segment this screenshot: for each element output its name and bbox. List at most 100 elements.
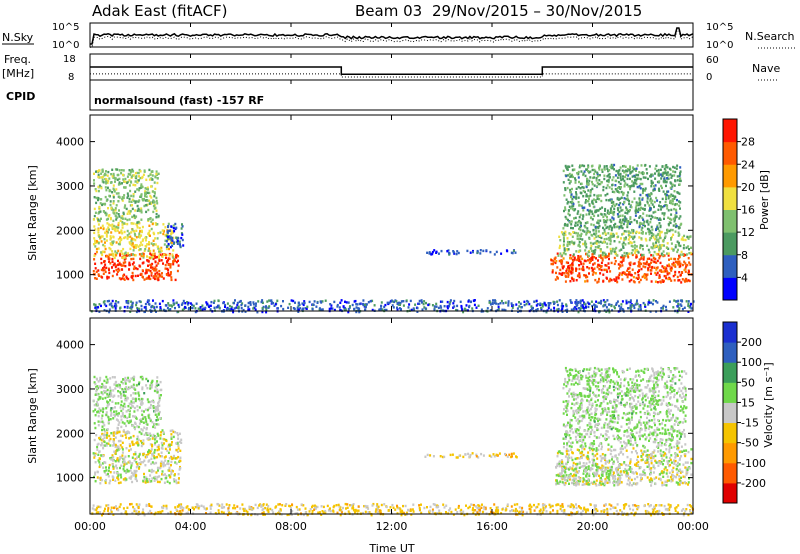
data-cell (176, 442, 179, 445)
data-cell (112, 252, 115, 256)
data-cell (616, 458, 618, 461)
data-cell (616, 254, 619, 257)
data-cell (123, 305, 126, 309)
data-cell (504, 301, 507, 304)
data-cell (153, 443, 156, 446)
data-cell (117, 412, 120, 416)
data-cell (608, 279, 611, 282)
data-cell (124, 380, 127, 383)
data-cell (443, 455, 446, 459)
data-cell (96, 393, 99, 396)
data-cell (676, 464, 679, 468)
data-cell (128, 460, 131, 463)
data-cell (635, 462, 638, 465)
data-cell (160, 259, 163, 262)
data-cell (564, 482, 567, 485)
data-cell (577, 255, 580, 258)
data-cell (127, 376, 130, 380)
data-cell (153, 435, 156, 438)
data-cell (669, 181, 672, 184)
data-cell (667, 190, 670, 193)
data-cell (180, 441, 183, 444)
data-cell (640, 206, 642, 209)
data-cell (373, 304, 376, 307)
data-cell (626, 475, 629, 478)
data-cell (631, 268, 634, 271)
data-cell (170, 460, 173, 464)
data-cell (136, 405, 139, 408)
data-cell (107, 255, 110, 258)
data-cell (304, 307, 307, 310)
data-cell (672, 194, 674, 197)
data-cell (619, 307, 622, 310)
data-cell (664, 179, 666, 182)
data-cell (587, 302, 590, 305)
data-cell (621, 264, 624, 267)
data-cell (135, 229, 138, 232)
data-cell (577, 232, 580, 235)
data-cell (518, 305, 521, 308)
data-cell (173, 258, 176, 261)
data-cell (617, 208, 620, 212)
data-cell (97, 273, 100, 276)
data-cell (599, 454, 602, 458)
data-cell (134, 238, 137, 242)
scatter-region (92, 375, 163, 432)
data-cell (142, 439, 145, 442)
data-cell (611, 249, 614, 253)
data-cell (147, 414, 150, 417)
data-cell (95, 277, 98, 280)
data-cell (665, 173, 668, 176)
data-cell (571, 168, 574, 172)
data-cell (598, 241, 600, 244)
data-cell (570, 195, 572, 199)
data-cell (156, 448, 159, 452)
data-cell (585, 168, 588, 171)
data-cell (128, 200, 131, 203)
data-cell (587, 259, 589, 262)
data-cell (654, 167, 657, 170)
data-cell (147, 400, 150, 404)
data-cell (465, 304, 468, 307)
data-cell (147, 269, 149, 272)
data-cell (568, 221, 571, 224)
data-cell (658, 187, 660, 190)
data-cell (677, 299, 680, 303)
data-cell (233, 301, 235, 305)
data-cell (620, 256, 623, 259)
data-cell (138, 467, 140, 470)
data-cell (132, 222, 135, 225)
data-cell (166, 231, 169, 234)
data-cell (614, 448, 617, 452)
data-cell (128, 444, 131, 448)
data-cell (673, 461, 676, 464)
data-cell (130, 377, 133, 380)
data-cell (265, 311, 268, 314)
data-cell (312, 303, 315, 306)
data-cell (132, 195, 135, 198)
data-cell (557, 277, 559, 280)
data-cell (171, 230, 174, 233)
data-cell (452, 250, 455, 253)
data-cell (140, 397, 143, 401)
data-cell (110, 304, 113, 308)
data-cell (617, 453, 620, 456)
data-cell (117, 259, 119, 263)
data-cell (560, 261, 563, 264)
data-cell (119, 236, 122, 239)
data-cell (609, 240, 612, 243)
data-cell (94, 303, 97, 307)
data-cell (106, 277, 109, 280)
data-cell (591, 249, 593, 253)
data-cell (94, 480, 97, 483)
data-cell (105, 375, 108, 379)
data-cell (115, 192, 118, 195)
data-cell (639, 246, 642, 250)
data-cell (609, 224, 612, 228)
data-cell (618, 249, 621, 252)
data-cell (402, 304, 405, 307)
data-cell (111, 243, 114, 246)
data-cell (586, 279, 589, 282)
data-cell (119, 406, 122, 409)
data-cell (311, 307, 314, 311)
